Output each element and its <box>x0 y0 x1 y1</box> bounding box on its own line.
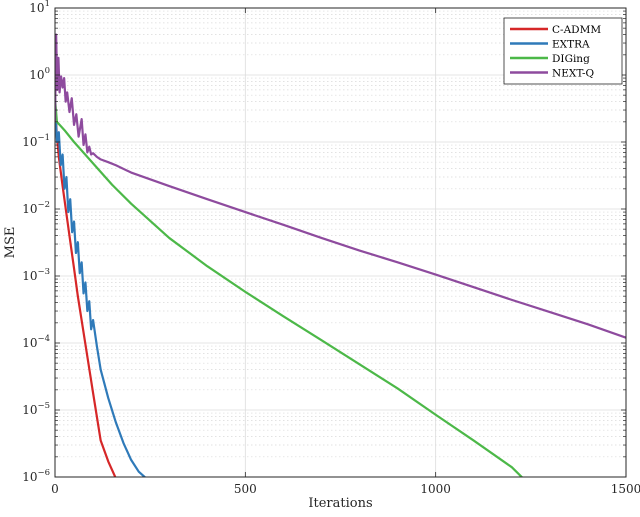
series-layer <box>55 33 626 477</box>
y-tick-label: 10−2 <box>22 200 50 216</box>
series-line-c-admm <box>55 101 117 477</box>
y-tick-label: 10−6 <box>22 468 50 484</box>
y-tick-label: 10−3 <box>22 267 50 283</box>
y-tick-labels: 10−6 10−5 10−4 10−3 10−2 10−1 100 101 <box>22 0 50 484</box>
x-tick-label: 1000 <box>420 482 451 496</box>
y-tick-label: 10−4 <box>22 334 50 350</box>
x-tick-label: 500 <box>234 482 257 496</box>
y-tick-label: 10−1 <box>22 133 50 149</box>
y-tick-label: 101 <box>29 0 50 15</box>
y-tick-label: 10−5 <box>22 401 50 417</box>
y-axis-label: MSE <box>3 227 18 259</box>
legend-label: C-ADMM <box>552 24 601 36</box>
axis-ticks <box>54 7 627 478</box>
legend: C-ADMM EXTRA DIGing NEXT-Q <box>503 17 623 85</box>
legend-label: NEXT-Q <box>552 68 595 80</box>
y-tick-label: 100 <box>29 66 50 82</box>
legend-label: EXTRA <box>552 39 590 51</box>
x-tick-label: 1500 <box>611 482 640 496</box>
minor-grid <box>55 10 626 458</box>
plot-background <box>55 8 626 477</box>
series-line-extra <box>55 98 147 477</box>
x-tick-labels: 0 500 1000 1500 <box>51 482 640 496</box>
x-tick-label: 0 <box>51 482 59 496</box>
x-axis-label: Iterations <box>308 496 372 511</box>
plot-frame <box>54 7 627 478</box>
legend-label: DIGing <box>552 53 590 65</box>
series-line-next-q <box>55 33 626 339</box>
series-line-diging <box>55 98 524 477</box>
